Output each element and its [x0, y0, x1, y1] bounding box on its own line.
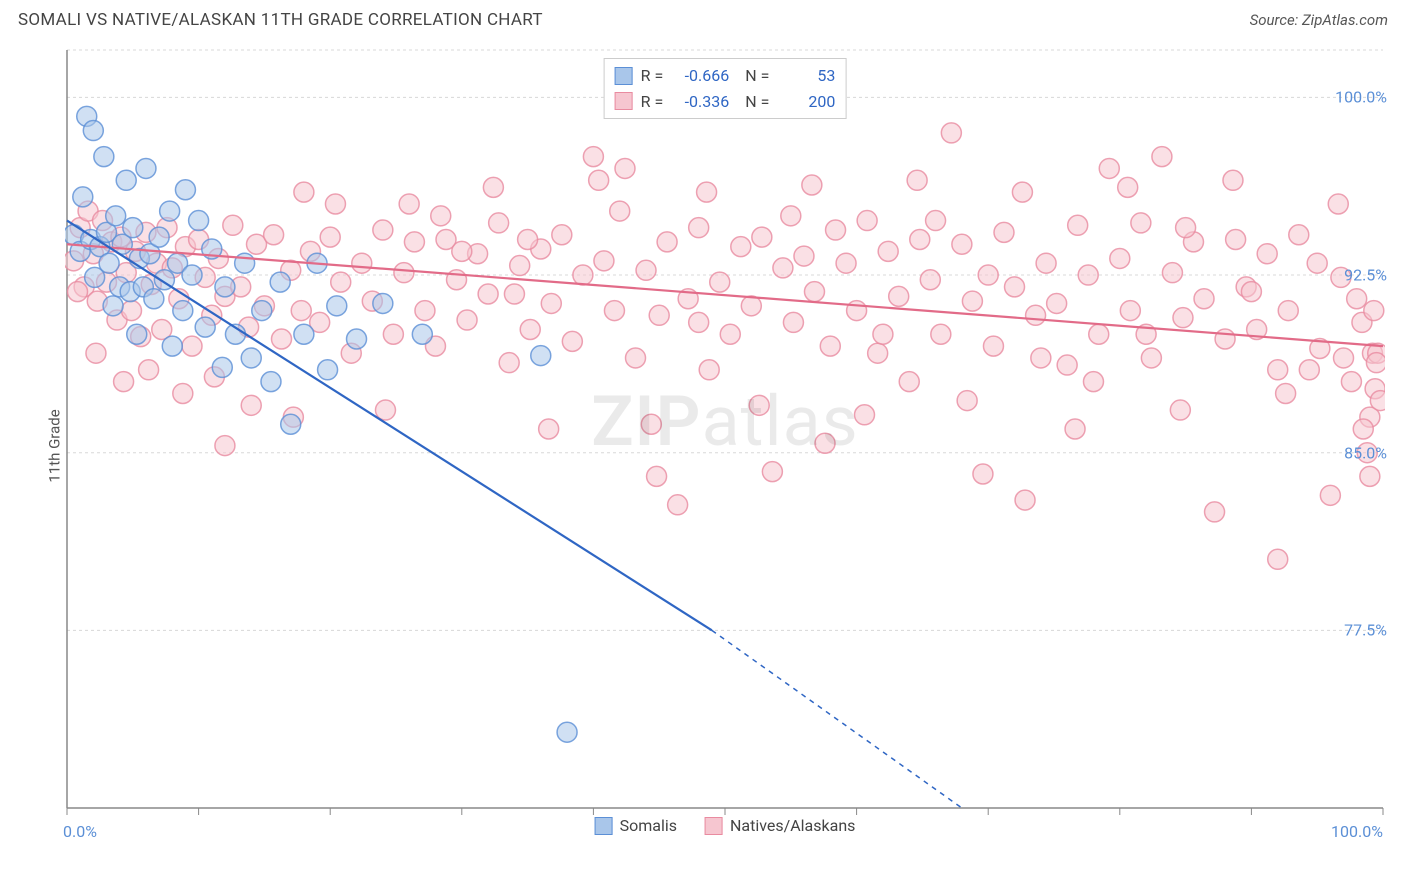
swatch-somalis: [615, 67, 633, 85]
n-value-somalis: 53: [779, 63, 835, 89]
series-legend: Somalis Natives/Alaskans: [595, 816, 856, 835]
legend-label-natives: Natives/Alaskans: [730, 816, 855, 835]
swatch-somalis: [595, 817, 613, 835]
legend-label-somalis: Somalis: [620, 816, 677, 835]
scatter-plot-svg: [65, 48, 1385, 828]
y-axis-title: 11th Grade: [46, 409, 64, 482]
y-tick-label: 92.5%: [1344, 266, 1387, 285]
legend-row-somalis: R = -0.666 N = 53: [615, 63, 836, 89]
x-tick-max: 100.0%: [1331, 822, 1383, 841]
r-label: R =: [641, 63, 664, 89]
chart-area: ZIPatlas R = -0.666 N = 53 R = -0.336 N …: [65, 48, 1385, 828]
r-value-somalis: -0.666: [673, 63, 729, 89]
y-tick-label: 100.0%: [1335, 88, 1387, 107]
chart-title: SOMALI VS NATIVE/ALASKAN 11TH GRADE CORR…: [18, 10, 543, 30]
y-tick-label: 85.0%: [1344, 443, 1387, 462]
x-tick-min: 0.0%: [63, 822, 97, 841]
source-attribution: Source: ZipAtlas.com: [1250, 11, 1388, 29]
legend-item-natives: Natives/Alaskans: [705, 816, 855, 835]
r-value-natives: -0.336: [673, 89, 729, 115]
legend-row-natives: R = -0.336 N = 200: [615, 89, 836, 115]
n-value-natives: 200: [779, 89, 835, 115]
r-label: R =: [641, 89, 664, 115]
swatch-natives: [615, 92, 633, 110]
n-label: N =: [745, 63, 769, 89]
n-label: N =: [745, 89, 769, 115]
swatch-natives: [705, 817, 723, 835]
legend-item-somalis: Somalis: [595, 816, 677, 835]
y-tick-label: 77.5%: [1344, 621, 1387, 640]
correlation-legend: R = -0.666 N = 53 R = -0.336 N = 200: [604, 58, 847, 119]
